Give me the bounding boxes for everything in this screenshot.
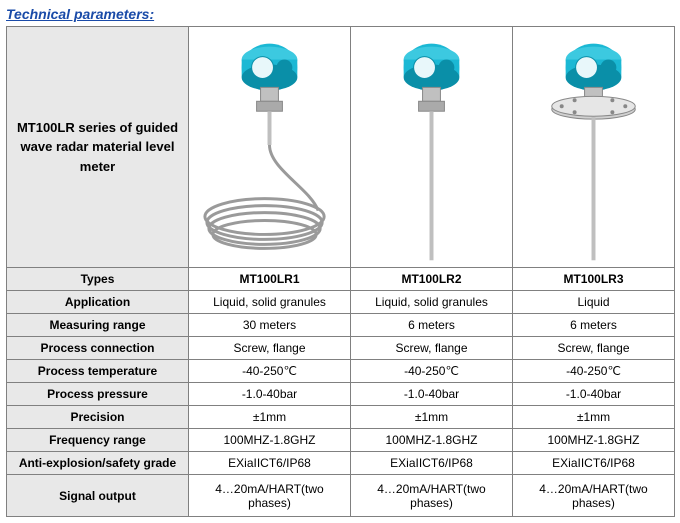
row-frequency: Frequency range 100MHZ-1.8GHZ 100MHZ-1.8…: [7, 429, 675, 452]
row-temperature: Process temperature -40-250℃ -40-250℃ -4…: [7, 360, 675, 383]
cell-pressure-2: -1.0-40bar: [351, 383, 513, 406]
cell-range-3: 6 meters: [513, 314, 675, 337]
cell-range-1: 30 meters: [189, 314, 351, 337]
cell-precision-2: ±1mm: [351, 406, 513, 429]
label-pressure: Process pressure: [7, 383, 189, 406]
cell-signal-3: 4…20mA/HART(two phases): [513, 475, 675, 517]
product-image-lr2: [351, 27, 513, 268]
series-description-cell: MT100LR series of guided wave radar mate…: [7, 27, 189, 268]
cell-application-3: Liquid: [513, 291, 675, 314]
product-image-lr1: [189, 27, 351, 268]
label-connection: Process connection: [7, 337, 189, 360]
row-precision: Precision ±1mm ±1mm ±1mm: [7, 406, 675, 429]
cell-application-2: Liquid, solid granules: [351, 291, 513, 314]
cell-pressure-1: -1.0-40bar: [189, 383, 351, 406]
cell-range-2: 6 meters: [351, 314, 513, 337]
cell-safety-2: EXiaIICT6/IP68: [351, 452, 513, 475]
label-temperature: Process temperature: [7, 360, 189, 383]
cell-types-1: MT100LR1: [189, 268, 351, 291]
cell-connection-1: Screw, flange: [189, 337, 351, 360]
cell-types-3: MT100LR3: [513, 268, 675, 291]
cell-temperature-1: -40-250℃: [189, 360, 351, 383]
row-range: Measuring range 30 meters 6 meters 6 met…: [7, 314, 675, 337]
cell-connection-3: Screw, flange: [513, 337, 675, 360]
label-signal: Signal output: [7, 475, 189, 517]
label-application: Application: [7, 291, 189, 314]
cell-pressure-3: -1.0-40bar: [513, 383, 675, 406]
spec-table: MT100LR series of guided wave radar mate…: [6, 26, 675, 517]
row-types: Types MT100LR1 MT100LR2 MT100LR3: [7, 268, 675, 291]
label-safety: Anti-explosion/safety grade: [7, 452, 189, 475]
cell-signal-2: 4…20mA/HART(two phases): [351, 475, 513, 517]
cell-frequency-3: 100MHZ-1.8GHZ: [513, 429, 675, 452]
cell-signal-1: 4…20mA/HART(two phases): [189, 475, 351, 517]
row-pressure: Process pressure -1.0-40bar -1.0-40bar -…: [7, 383, 675, 406]
product-image-row: MT100LR series of guided wave radar mate…: [7, 27, 675, 268]
label-range: Measuring range: [7, 314, 189, 337]
label-precision: Precision: [7, 406, 189, 429]
row-connection: Process connection Screw, flange Screw, …: [7, 337, 675, 360]
cell-temperature-2: -40-250℃: [351, 360, 513, 383]
section-title: Technical parameters:: [6, 6, 674, 22]
cell-types-2: MT100LR2: [351, 268, 513, 291]
label-frequency: Frequency range: [7, 429, 189, 452]
row-safety: Anti-explosion/safety grade EXiaIICT6/IP…: [7, 452, 675, 475]
label-types: Types: [7, 268, 189, 291]
cell-safety-1: EXiaIICT6/IP68: [189, 452, 351, 475]
cell-frequency-2: 100MHZ-1.8GHZ: [351, 429, 513, 452]
cell-frequency-1: 100MHZ-1.8GHZ: [189, 429, 351, 452]
cell-application-1: Liquid, solid granules: [189, 291, 351, 314]
cell-precision-1: ±1mm: [189, 406, 351, 429]
product-image-lr3: [513, 27, 675, 268]
cell-temperature-3: -40-250℃: [513, 360, 675, 383]
row-signal: Signal output 4…20mA/HART(two phases) 4……: [7, 475, 675, 517]
row-application: Application Liquid, solid granules Liqui…: [7, 291, 675, 314]
cell-precision-3: ±1mm: [513, 406, 675, 429]
cell-connection-2: Screw, flange: [351, 337, 513, 360]
cell-safety-3: EXiaIICT6/IP68: [513, 452, 675, 475]
